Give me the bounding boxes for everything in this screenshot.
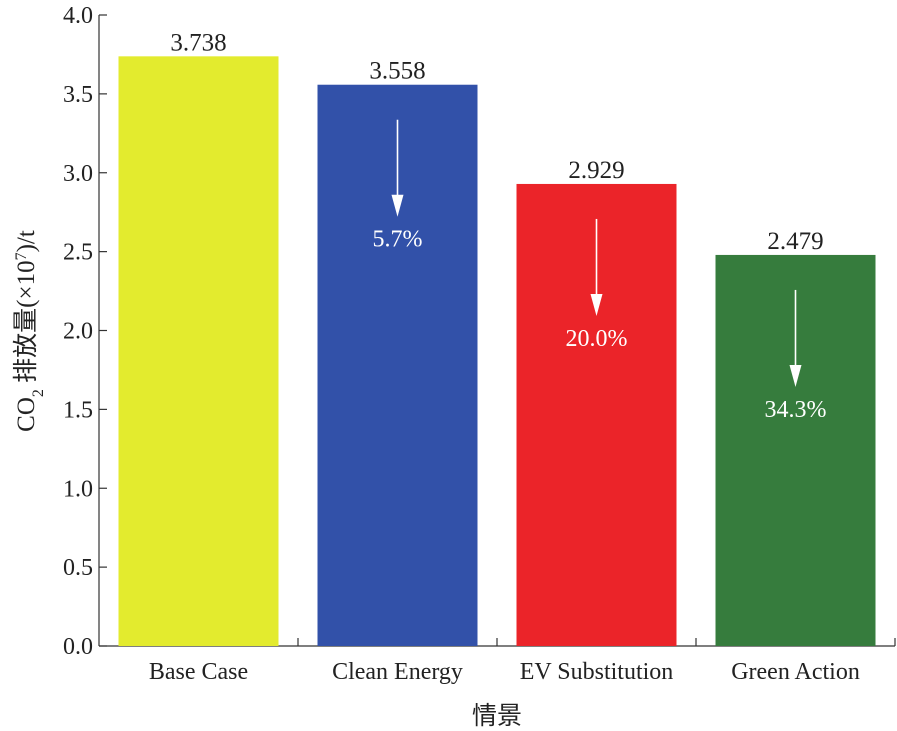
- reduction-label: 5.7%: [373, 227, 423, 253]
- bar: [118, 56, 279, 646]
- y-tick-label: 3.0: [63, 161, 93, 187]
- value-labels: 3.738 3.558 2.929 2.479: [170, 29, 823, 255]
- x-tick-label: Green Action: [731, 659, 860, 685]
- reduction-annotations: 5.7% 20.0% 34.3%: [373, 119, 827, 423]
- reduction-label: 20.0%: [566, 326, 628, 352]
- y-tick-label: 3.5: [63, 82, 93, 108]
- y-tick-label: 2.5: [63, 240, 93, 266]
- y-tick-label: 4.0: [63, 3, 93, 29]
- arrow-head-icon: [391, 194, 404, 217]
- y-tick-label: 2.0: [63, 319, 93, 345]
- data-label: 3.738: [170, 29, 226, 56]
- x-tick-label: Base Case: [149, 659, 248, 685]
- data-label: 3.558: [369, 58, 425, 85]
- arrow-head-icon: [590, 293, 603, 316]
- arrow-head-icon: [789, 364, 802, 387]
- y-tick-label: 1.5: [63, 397, 93, 423]
- bars: [118, 56, 876, 646]
- y-axis-title: CO2 排放量(×107)/t: [12, 230, 47, 432]
- x-axis-title: 情景: [472, 702, 522, 730]
- reduction-label: 34.3%: [765, 397, 827, 423]
- x-tick-label: Clean Energy: [332, 659, 463, 685]
- x-tick-label: EV Substitution: [520, 659, 674, 685]
- y-tick-label: 0.5: [63, 555, 93, 581]
- data-label: 2.929: [568, 157, 624, 184]
- axes: 0.0 0.5 1.0 1.5 2.0 2.5 3.0 3.5 4.0 Base Case Clea…: [63, 3, 896, 685]
- y-tick-label: 1.0: [63, 476, 93, 502]
- y-tick-label: 0.0: [63, 634, 93, 660]
- data-label: 2.479: [767, 228, 823, 255]
